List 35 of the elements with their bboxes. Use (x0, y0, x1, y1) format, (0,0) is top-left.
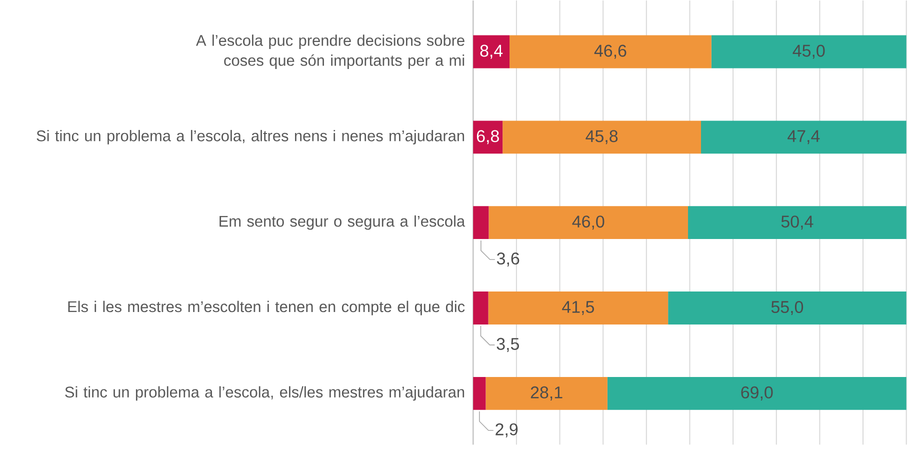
data-label: 3,5 (496, 338, 519, 352)
bar (510, 35, 712, 68)
data-label: 45,0 (792, 44, 825, 59)
data-label: 28,1 (530, 386, 562, 401)
bar (473, 206, 489, 240)
bar (473, 120, 503, 154)
data-label: 3,6 (496, 252, 520, 267)
data-label: 46,6 (594, 44, 626, 59)
bar (473, 377, 486, 410)
data-label: 55,0 (771, 301, 804, 316)
bar (488, 206, 688, 240)
data-label: 6,8 (476, 130, 499, 144)
bar (473, 292, 488, 325)
bar (607, 377, 906, 410)
y-tick-label: A l’escola puc prendre decisions sobre coses que són importants per a mi (196, 34, 464, 70)
bar (688, 206, 906, 240)
y-tick-label: Em sento segur o segura a l’escola (220, 216, 466, 230)
bar (488, 292, 668, 325)
data-label: 41,5 (562, 301, 594, 316)
y-tick-label: Si tinc un problema a l’escola, altres nens i nenes m’ajudaran (36, 130, 464, 145)
bar (701, 120, 906, 154)
bar (502, 120, 702, 154)
data-label: 69,0 (741, 386, 773, 401)
data-label: 8,4 (480, 44, 503, 59)
data-label: 46,0 (572, 216, 604, 230)
data-label: 45,8 (586, 130, 618, 144)
bar (486, 377, 608, 410)
data-label: 2,9 (496, 424, 518, 438)
bar (473, 35, 510, 68)
y-tick-label: Els i les mestres m’escolten i tenen en compte el que dic (68, 300, 465, 316)
data-label: 47,4 (788, 130, 820, 144)
y-tick-label: Si tinc un problema a l’escola, els/les mestres m’ajudaran (65, 386, 464, 401)
bar (711, 35, 906, 68)
data-label: 50,4 (781, 216, 814, 230)
bar (668, 292, 906, 325)
